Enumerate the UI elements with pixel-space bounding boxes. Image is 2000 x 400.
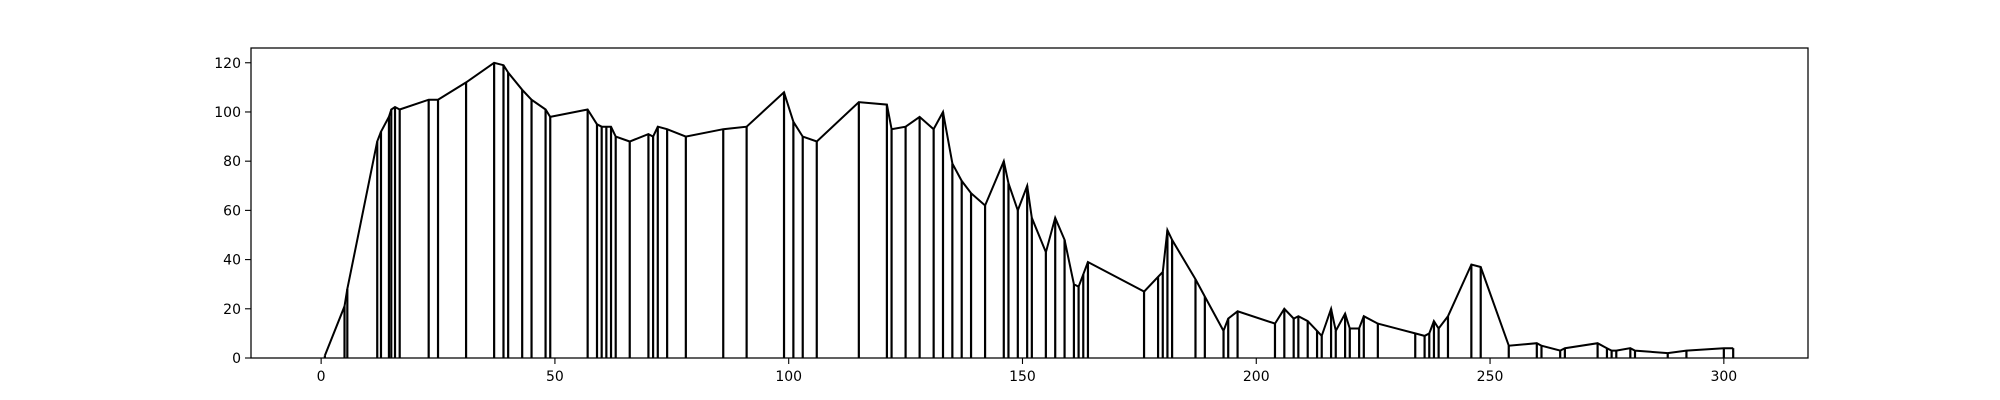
y-tick-label: 60 [223,203,241,219]
x-axis: 0 50 100 150 200 250 300 [317,358,1737,385]
x-tick-label: 100 [775,369,802,385]
x-tick-label: 300 [1710,369,1737,385]
y-axis: 0 20 40 60 80 100 120 [214,56,251,367]
y-tick-label: 0 [232,351,241,367]
y-tick-label: 20 [223,302,241,318]
x-tick-label: 150 [1009,369,1036,385]
y-tick-label: 40 [223,253,241,269]
x-tick-label: 200 [1243,369,1270,385]
plot-area-frame [250,47,1809,359]
x-tick-label: 250 [1477,369,1504,385]
x-tick-label: 0 [317,369,326,385]
y-tick-label: 120 [214,56,241,72]
y-tick-label: 100 [214,105,241,121]
series-line [323,61,1734,356]
x-tick-label: 50 [546,369,564,385]
y-tick-label: 80 [223,154,241,170]
bars-layer [323,62,1735,358]
